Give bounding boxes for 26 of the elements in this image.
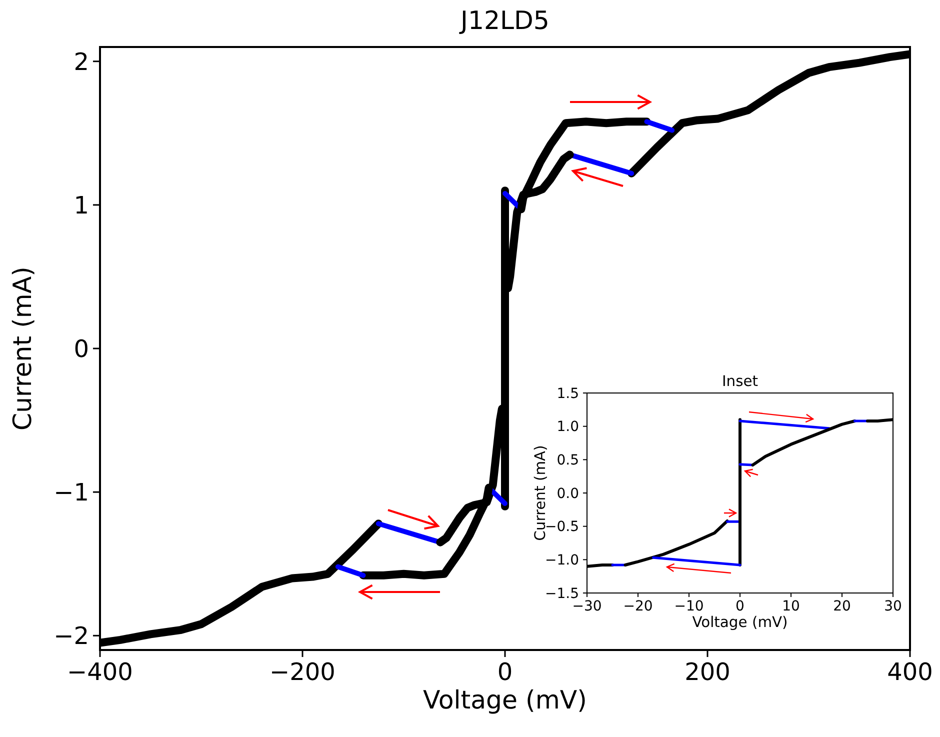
x-tick-label: 0 bbox=[736, 598, 744, 614]
x-tick-label: −10 bbox=[674, 598, 704, 614]
y-tick-label: 1.5 bbox=[556, 386, 579, 402]
y-tick-label: 0 bbox=[74, 334, 89, 363]
x-tick-label: 400 bbox=[887, 658, 933, 686]
x-tick-label: 30 bbox=[884, 598, 902, 614]
chart-title: Inset bbox=[722, 373, 758, 390]
y-tick-label: 0.0 bbox=[556, 486, 579, 502]
y-axis-title: Current (mA) bbox=[8, 266, 37, 431]
y-tick-label: −2 bbox=[54, 622, 89, 650]
x-tick-label: 10 bbox=[782, 598, 800, 614]
y-tick-label: 1.0 bbox=[556, 419, 579, 436]
y-tick-label: 2 bbox=[74, 48, 89, 76]
x-tick-label: 200 bbox=[684, 658, 730, 686]
x-tick-label: 0 bbox=[497, 658, 513, 686]
x-tick-label: −400 bbox=[67, 658, 133, 686]
x-axis-title: Voltage (mV) bbox=[423, 686, 587, 715]
x-tick-label: −200 bbox=[270, 658, 336, 686]
x-tick-label: 20 bbox=[833, 598, 851, 614]
y-tick-label: 1 bbox=[74, 191, 89, 220]
x-axis-title: Voltage (mV) bbox=[692, 614, 788, 632]
chart-title: J12LD5 bbox=[458, 6, 550, 35]
y-tick-label: 0.5 bbox=[556, 452, 579, 469]
y-tick-label: −1.0 bbox=[545, 552, 579, 569]
y-tick-label: −1 bbox=[54, 478, 89, 506]
x-tick-label: −20 bbox=[623, 598, 653, 614]
